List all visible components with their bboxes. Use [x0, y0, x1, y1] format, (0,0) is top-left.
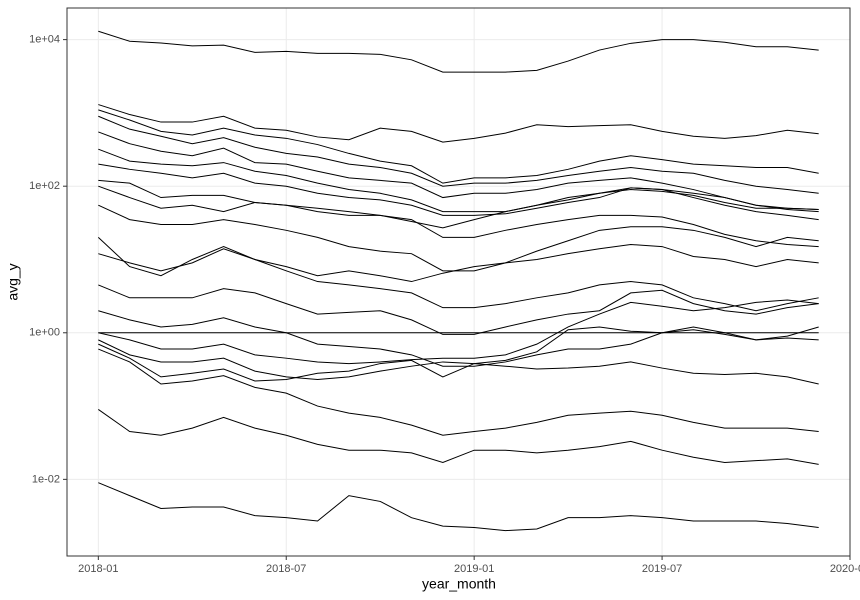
series-line [98, 148, 819, 213]
x-tick-label: 2018-07 [266, 563, 306, 575]
series-line [98, 163, 819, 221]
series-line [98, 409, 819, 465]
y-tick-label: 1e+04 [29, 34, 60, 46]
y-tick-label: 1e+00 [29, 327, 60, 339]
series-line [98, 244, 819, 283]
y-axis-title: avg_y [5, 263, 21, 300]
panel-border [66, 7, 851, 557]
series-line [98, 109, 819, 184]
series-line [98, 339, 819, 385]
x-tick-label: 2019-01 [454, 563, 494, 575]
series-line [98, 115, 819, 194]
y-tick-label: 1e+02 [29, 180, 60, 192]
series-line [98, 284, 819, 335]
x-axis-title: year_month [422, 576, 496, 592]
series-line [98, 310, 819, 367]
series-line [97, 237, 819, 312]
series-line [98, 30, 819, 73]
x-tick-label: 2018-01 [78, 563, 118, 575]
series-line [98, 348, 819, 436]
series-line [98, 482, 819, 532]
x-tick-label: 2020-01 [830, 563, 860, 575]
x-tick-label: 2019-07 [642, 563, 682, 575]
y-tick-label: 1e-02 [32, 473, 60, 485]
series-line [98, 299, 819, 365]
series-line [98, 204, 819, 272]
series-line [98, 104, 819, 143]
series-line [98, 131, 819, 211]
series-line [98, 179, 819, 248]
series-line [98, 326, 819, 382]
series-line [98, 185, 819, 229]
